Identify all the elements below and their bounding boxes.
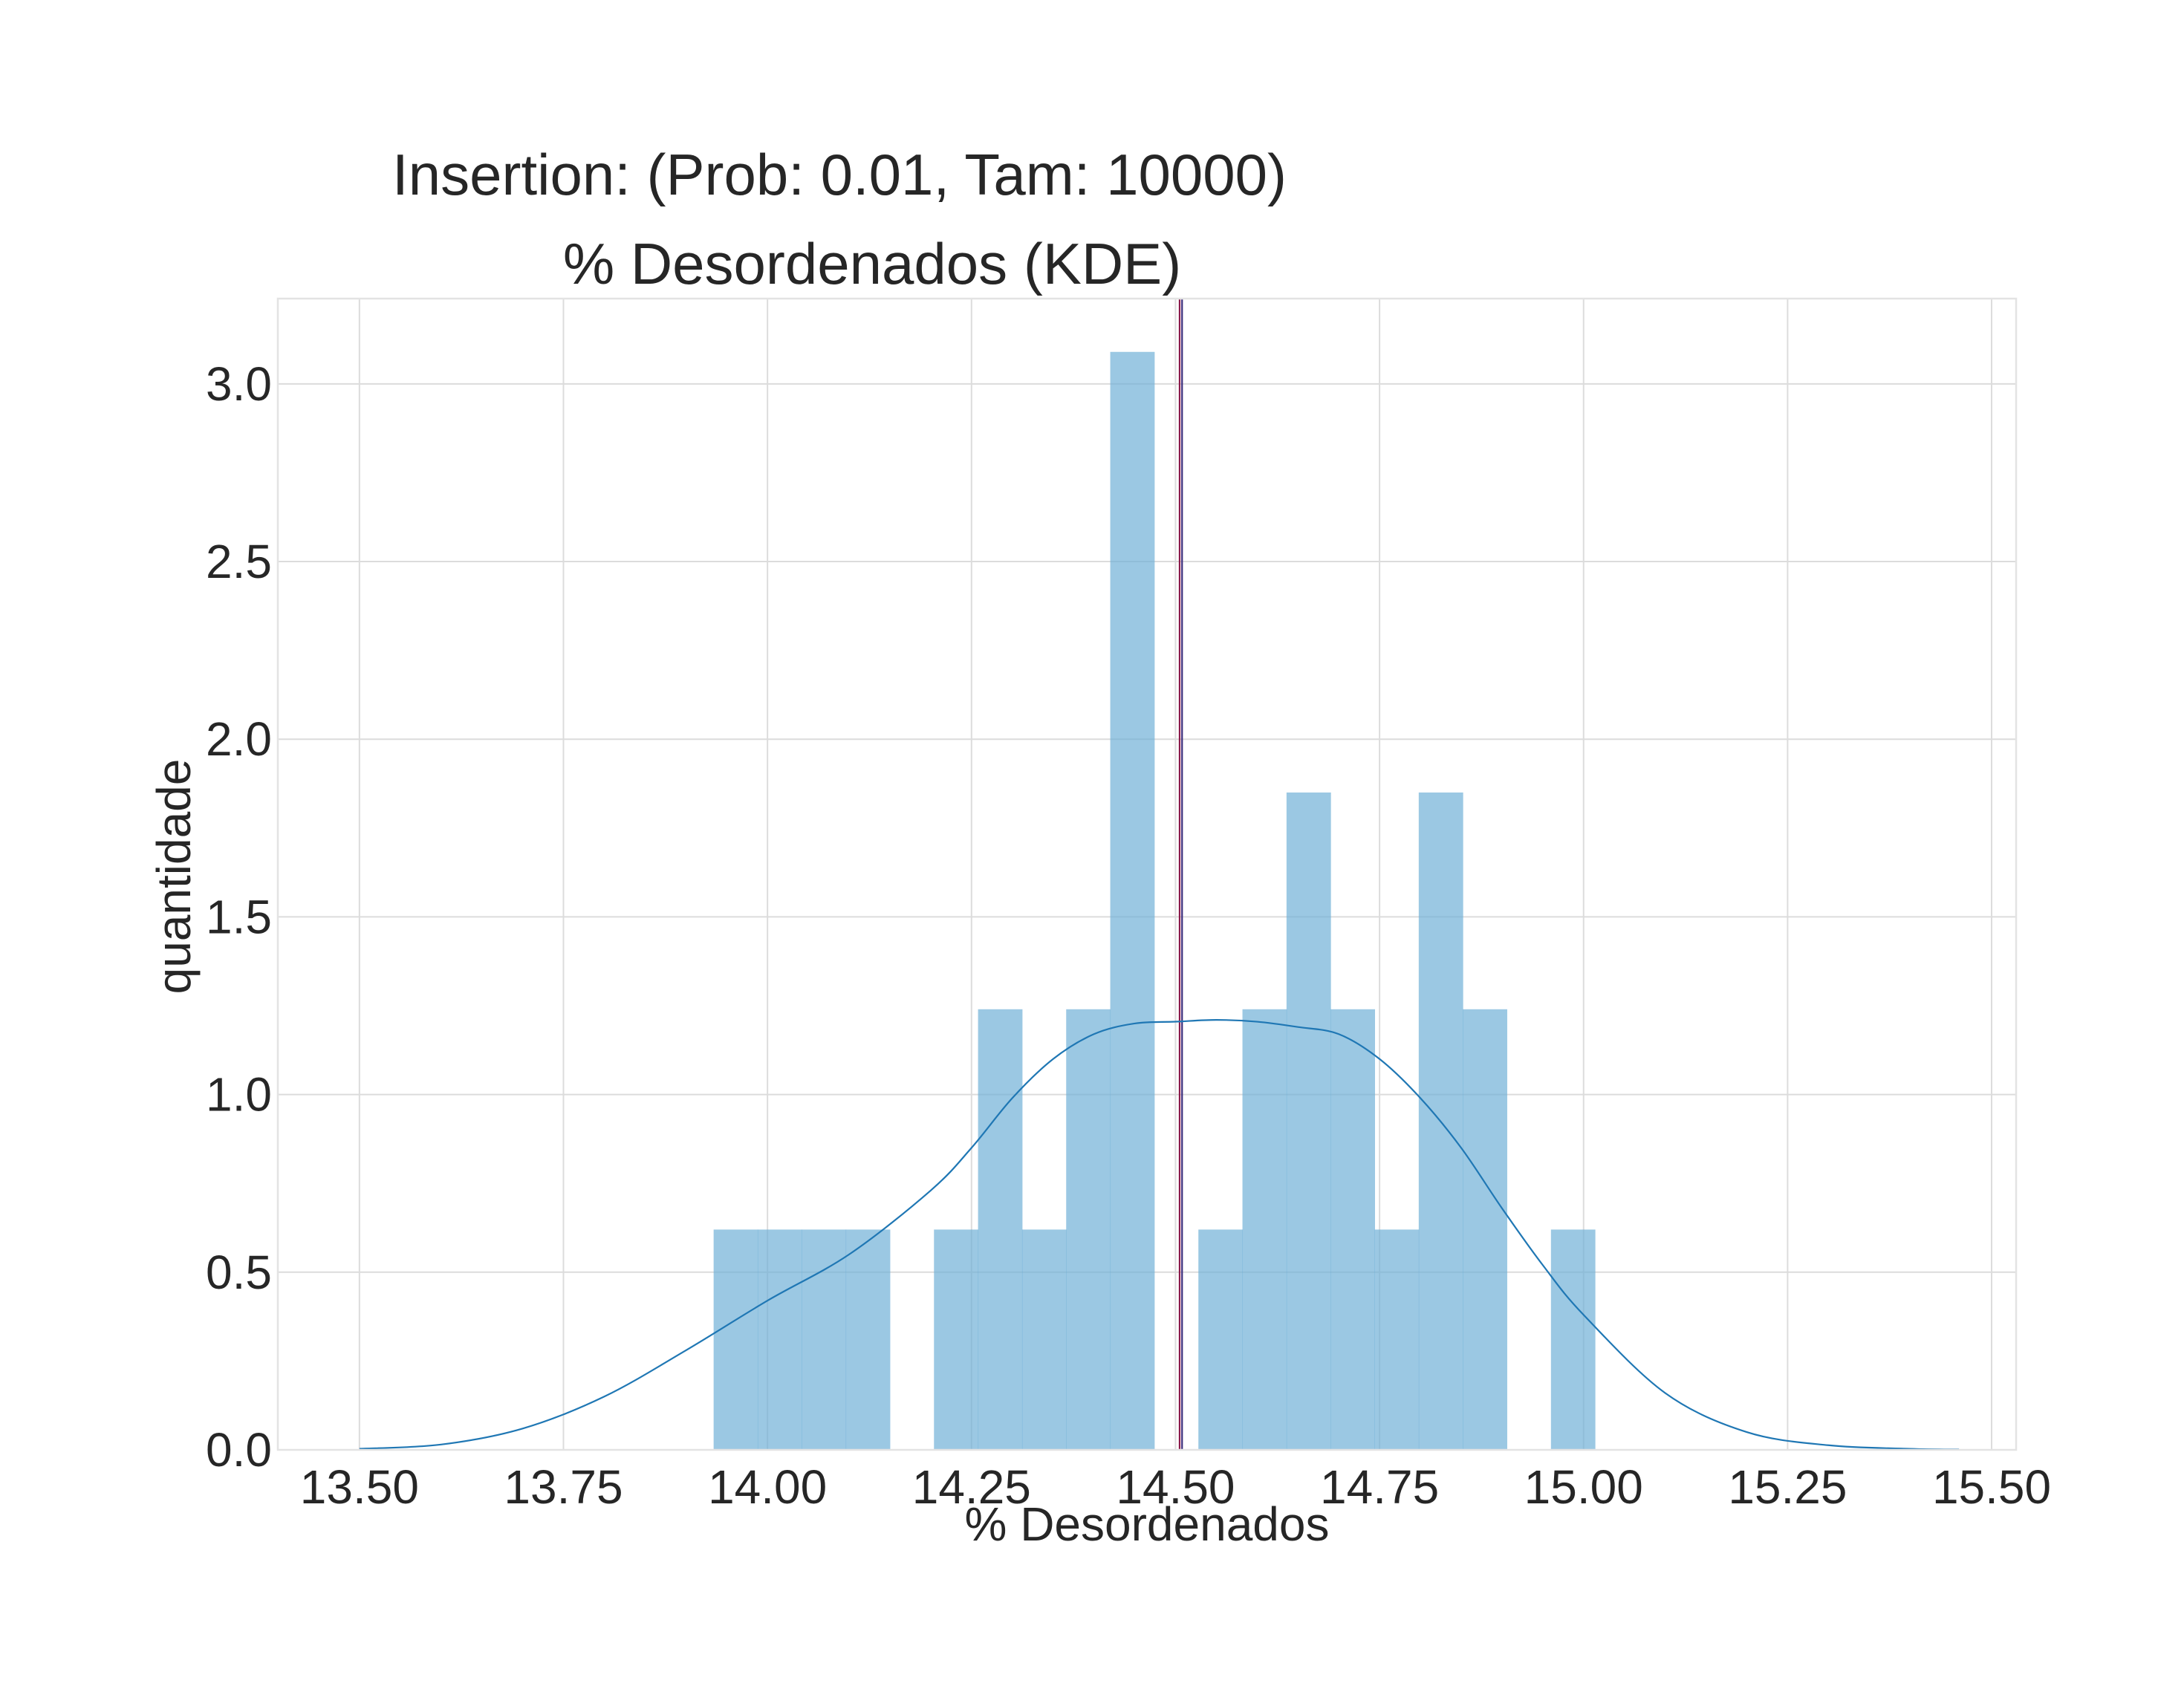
y-tick-label: 2.0 <box>206 712 272 766</box>
histogram-bar <box>713 1229 758 1450</box>
y-tick-label: 0.0 <box>206 1423 272 1477</box>
y-tick-label: 0.5 <box>206 1246 272 1299</box>
histogram-bar <box>1374 1229 1420 1450</box>
y-tick-label: 1.5 <box>206 890 272 943</box>
x-gridlines <box>358 299 1993 1450</box>
x-tick-label: 15.25 <box>1728 1460 1847 1514</box>
x-tick-label: 13.75 <box>504 1460 623 1514</box>
histogram-bar <box>757 1229 802 1450</box>
histogram-bar <box>978 1009 1023 1450</box>
plot-frame <box>276 297 2018 1451</box>
histogram-bar <box>1550 1229 1596 1450</box>
x-tick-labels: 13.50 13.75 14.00 14.25 14.50 14.75 15.00 15.25… <box>300 1460 2051 1514</box>
kde-line <box>359 1019 1960 1451</box>
histogram-bar <box>1330 1009 1375 1450</box>
y-tick-labels: 0.0 0.5 1.0 1.5 2.0 2.5 3.0 <box>206 357 272 1477</box>
histogram-bar <box>845 1229 891 1450</box>
histogram-bar <box>802 1229 847 1450</box>
x-tick-label: 15.00 <box>1524 1460 1643 1514</box>
chart-subtitle: % Desordenados (KDE) <box>563 231 1181 296</box>
histogram-bars <box>713 351 1596 1450</box>
x-tick-label: 14.25 <box>912 1460 1031 1514</box>
x-tick-label: 14.75 <box>1320 1460 1439 1514</box>
vertical-lines <box>1178 299 1183 1450</box>
x-tick-label: 14.50 <box>1116 1460 1235 1514</box>
x-tick-label: 13.50 <box>300 1460 419 1514</box>
histogram-bar <box>934 1229 979 1450</box>
x-axis-label: % Desordenados <box>965 1497 1330 1551</box>
y-tick-label: 1.0 <box>206 1068 272 1122</box>
histogram-bar <box>1021 1229 1067 1450</box>
x-tick-label: 14.00 <box>708 1460 827 1514</box>
chart-title: Insertion: (Prob: 0.01, Tam: 10000) <box>392 142 1287 207</box>
histogram-bar <box>1286 792 1331 1450</box>
histogram-bar <box>1066 1009 1111 1450</box>
histogram-bar <box>1463 1009 1507 1450</box>
histogram-bar <box>1110 351 1155 1450</box>
y-axis-label: quantidade <box>147 759 201 995</box>
y-tick-label: 3.0 <box>206 357 272 411</box>
x-tick-label: 15.50 <box>1932 1460 2051 1514</box>
histogram-bar <box>1198 1229 1244 1450</box>
y-tick-label: 2.5 <box>206 535 272 588</box>
histogram-bar <box>1242 1009 1287 1450</box>
